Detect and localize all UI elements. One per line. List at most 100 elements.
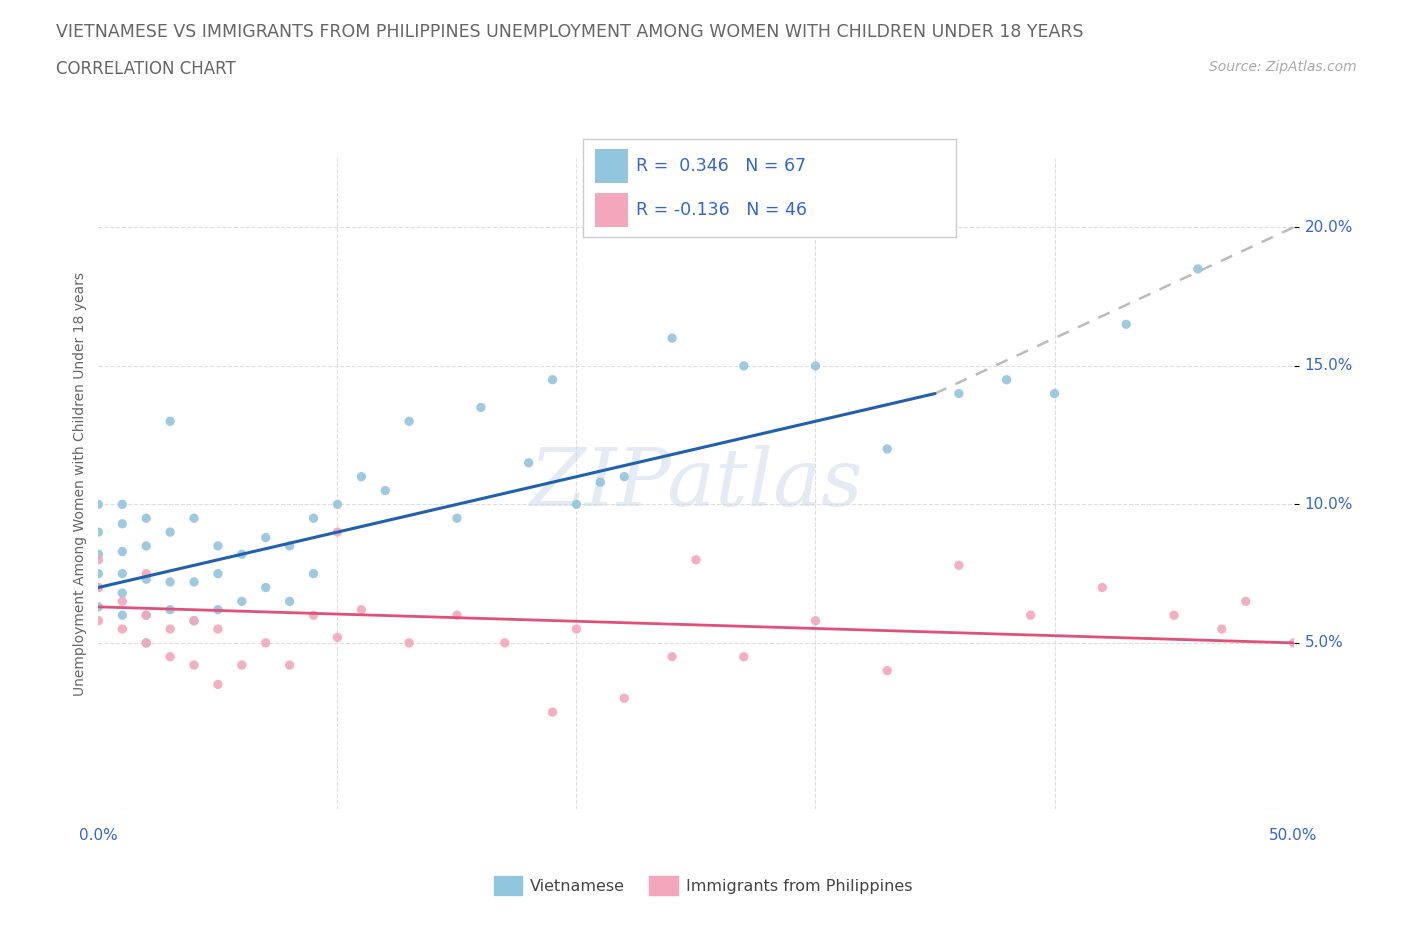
Point [278,658,301,672]
Point [183,613,205,628]
Point [470,400,492,415]
Point [111,607,134,622]
Point [159,603,181,618]
Point [661,649,683,664]
Point [661,331,683,346]
Point [565,621,588,636]
Point [876,442,898,457]
Point [183,511,205,525]
Point [733,649,755,664]
Point [541,372,564,387]
Point [254,580,277,595]
Point [613,691,636,706]
Text: 50.0%: 50.0% [1270,828,1317,843]
Point [159,649,181,664]
Point [1019,607,1042,622]
Point [207,621,229,636]
Point [111,497,134,512]
Point [111,544,134,559]
Point [326,525,349,539]
Point [87,525,110,539]
Text: 20.0%: 20.0% [1305,219,1353,235]
Point [159,414,181,429]
Point [494,635,516,650]
Point [231,547,253,562]
Point [278,594,301,609]
Point [278,538,301,553]
Point [135,566,157,581]
Point [1234,594,1257,609]
Point [1091,580,1114,595]
Point [159,525,181,539]
Text: 0.0%: 0.0% [79,828,118,843]
Point [111,621,134,636]
Point [517,456,540,471]
Point [1187,261,1209,276]
Point [398,635,420,650]
Point [1115,317,1137,332]
Point [326,630,349,644]
Bar [595,193,628,228]
Point [541,705,564,720]
Point [613,470,636,485]
Bar [595,150,628,183]
Point [350,603,373,618]
Point [183,658,205,672]
Point [207,538,229,553]
Point [135,635,157,650]
Point [302,607,325,622]
Point [111,566,134,581]
Point [446,607,468,622]
Y-axis label: Unemployment Among Women with Children Under 18 years: Unemployment Among Women with Children U… [73,272,87,696]
Point [87,497,110,512]
Point [302,566,325,581]
Point [159,575,181,590]
Text: 10.0%: 10.0% [1305,497,1353,512]
Point [135,511,157,525]
Text: CORRELATION CHART: CORRELATION CHART [56,60,236,78]
Point [159,621,181,636]
Text: R =  0.346   N = 67: R = 0.346 N = 67 [636,157,806,176]
Point [207,677,229,692]
Point [254,635,277,650]
Point [135,635,157,650]
Text: 5.0%: 5.0% [1305,635,1343,650]
Point [995,372,1018,387]
Text: VIETNAMESE VS IMMIGRANTS FROM PHILIPPINES UNEMPLOYMENT AMONG WOMEN WITH CHILDREN: VIETNAMESE VS IMMIGRANTS FROM PHILIPPINE… [56,23,1084,41]
Point [135,572,157,587]
Point [1163,607,1185,622]
Point [111,594,134,609]
Point [589,475,612,490]
Point [87,613,110,628]
Point [350,470,373,485]
Point [948,558,970,573]
Point [254,530,277,545]
Point [326,497,349,512]
Point [87,547,110,562]
Point [1282,635,1305,650]
Point [183,575,205,590]
Text: 15.0%: 15.0% [1305,358,1353,373]
Point [111,516,134,531]
Text: R = -0.136   N = 46: R = -0.136 N = 46 [636,201,807,219]
Point [183,613,205,628]
Point [948,386,970,401]
Point [1211,621,1233,636]
Point [231,658,253,672]
Point [398,414,420,429]
Point [565,497,588,512]
Point [111,586,134,601]
Point [231,594,253,609]
Point [207,603,229,618]
Point [135,538,157,553]
Text: Source: ZipAtlas.com: Source: ZipAtlas.com [1209,60,1357,74]
Point [135,607,157,622]
Point [446,511,468,525]
Point [135,607,157,622]
Point [87,580,110,595]
Point [87,600,110,615]
Point [87,580,110,595]
Legend: Vietnamese, Immigrants from Philippines: Vietnamese, Immigrants from Philippines [486,870,920,901]
Point [685,552,707,567]
Point [1043,386,1066,401]
